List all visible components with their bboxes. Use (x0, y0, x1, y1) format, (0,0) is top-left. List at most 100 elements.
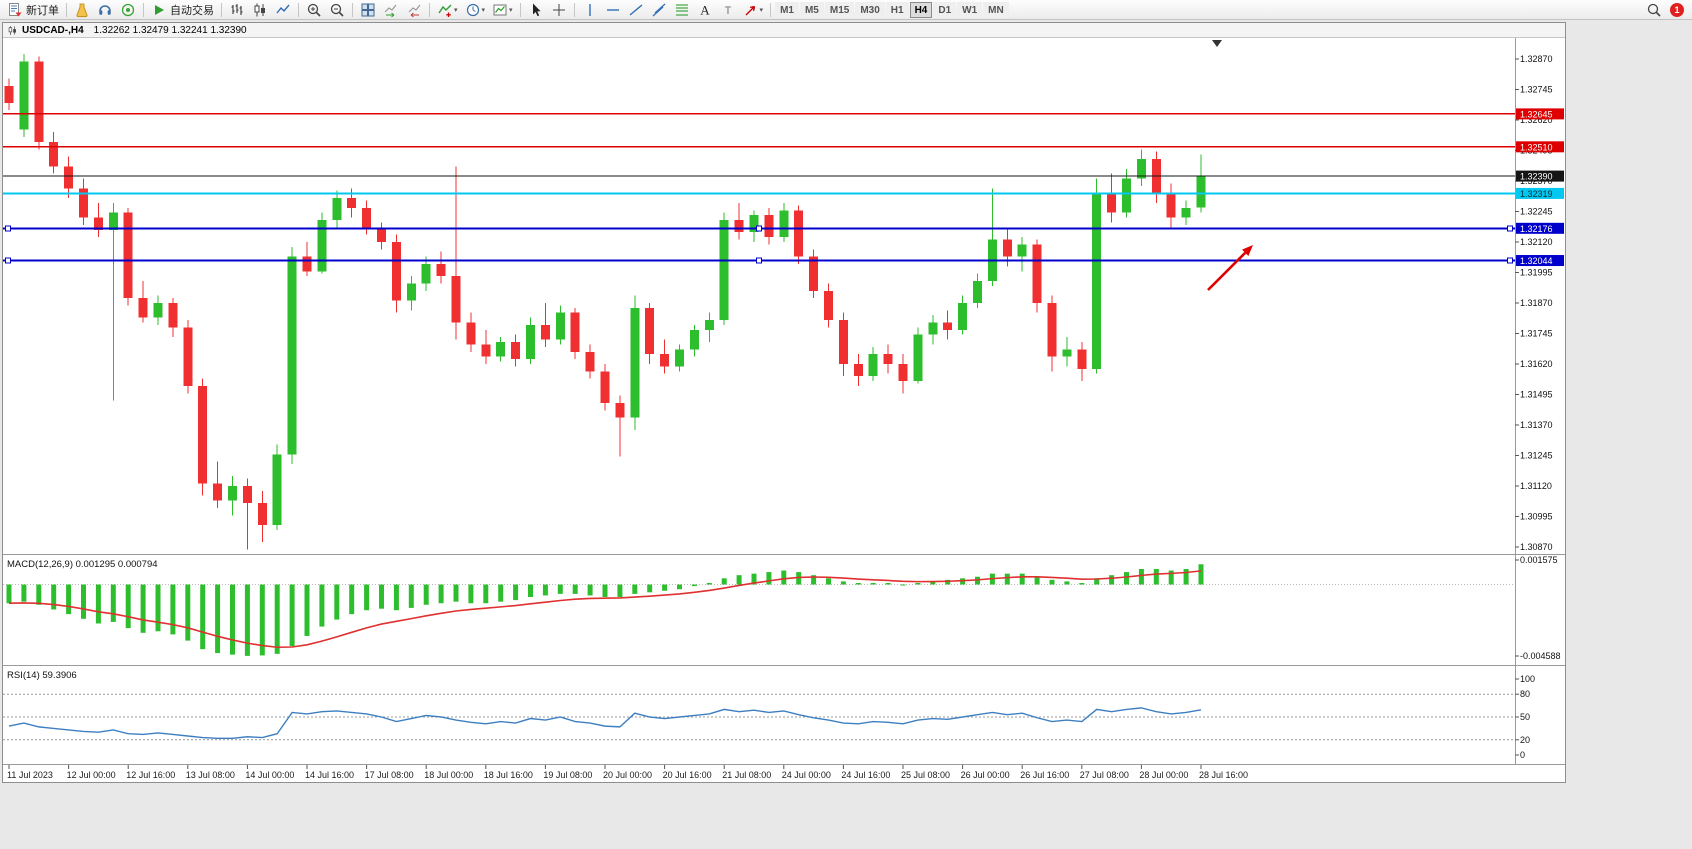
label-button[interactable]: T (717, 1, 739, 19)
line-chart-button[interactable] (272, 1, 294, 19)
cursor-icon (528, 2, 544, 18)
svg-text:80: 80 (1520, 689, 1530, 699)
svg-text:1.31995: 1.31995 (1520, 267, 1553, 277)
tile-windows-button[interactable] (357, 1, 379, 19)
autotrading-button[interactable]: 自动交易 (148, 1, 217, 19)
main-toolbar: 新订单 自动交易 ▾ ▾ ▾ A T ▾ M1 M5 M15 M30 H1 H4 D1 W1 MN 1 (0, 0, 1692, 20)
notification-badge[interactable]: 1 (1670, 2, 1684, 17)
fibonacci-button[interactable] (671, 1, 693, 19)
shift-chart-button[interactable] (403, 1, 425, 19)
timeframe-mn[interactable]: MN (983, 1, 1009, 18)
dropdown-caret-icon: ▾ (454, 6, 458, 14)
indicators-button[interactable]: ▾ (434, 1, 461, 19)
flask-button[interactable] (71, 1, 93, 19)
timeframe-m1[interactable]: M1 (775, 1, 799, 18)
chart-titlebar[interactable]: USDCAD-,H4 1.32262 1.32479 1.32241 1.323… (3, 23, 1565, 38)
cursor-button[interactable] (525, 1, 547, 19)
text-button[interactable]: A (694, 1, 716, 19)
window-group (357, 1, 425, 19)
connect-group (71, 1, 139, 19)
annotations[interactable] (1207, 40, 1253, 291)
svg-text:1.31245: 1.31245 (1520, 450, 1553, 460)
svg-text:0.001575: 0.001575 (1520, 555, 1558, 565)
toolbar-separator (519, 2, 521, 17)
scroll-chart-icon (383, 2, 399, 18)
fibonacci-icon (674, 2, 690, 18)
timeframe-h4[interactable]: H4 (909, 1, 933, 18)
svg-text:1.32510: 1.32510 (1520, 142, 1553, 152)
price-axis[interactable]: 1.328701.327451.326201.324951.323701.322… (1515, 54, 1564, 552)
toolbar-icon-groups: ▾ ▾ ▾ A T ▾ (218, 1, 766, 19)
timeframe-m30[interactable]: M30 (855, 1, 885, 18)
macd-pane[interactable]: MACD(12,26,9) 0.001295 0.000794 0.001575 -… (3, 555, 1561, 661)
svg-text:1.31870: 1.31870 (1520, 298, 1553, 308)
svg-text:100: 100 (1520, 674, 1535, 684)
text-icon: A (697, 2, 713, 18)
timeframe-m5[interactable]: M5 (799, 1, 824, 18)
svg-text:1.31495: 1.31495 (1520, 389, 1553, 399)
svg-text:1.31370: 1.31370 (1520, 420, 1553, 430)
candlestick-button[interactable] (249, 1, 271, 19)
svg-text:T: T (724, 5, 731, 17)
arrow-tool-button[interactable]: ▾ (740, 1, 767, 19)
label-icon: T (720, 2, 736, 18)
metaquotes-button[interactable] (117, 1, 139, 19)
main-pane[interactable] (4, 54, 1206, 550)
svg-text:14 Jul 00:00: 14 Jul 00:00 (245, 770, 294, 780)
timeframe-d1[interactable]: D1 (933, 1, 957, 18)
zoom-out-icon (329, 2, 345, 18)
toolbar-separator (143, 2, 144, 17)
dropdown-caret-icon: ▾ (509, 6, 513, 14)
toolbar-separator (66, 2, 67, 17)
pointer-group (525, 1, 570, 19)
svg-text:1.32645: 1.32645 (1520, 109, 1553, 119)
channel-button[interactable] (648, 1, 670, 19)
bar-chart-button[interactable] (226, 1, 248, 19)
time-axis[interactable]: 11 Jul 2023 12 Jul 00:00 12 Jul 16:00 13 Ju… (7, 765, 1248, 780)
timeframe-h1[interactable]: H1 (885, 1, 909, 18)
svg-text:MACD(12,26,9) 0.001295 0.00079: MACD(12,26,9) 0.001295 0.000794 (7, 559, 158, 570)
svg-text:18 Jul 00:00: 18 Jul 00:00 (424, 770, 473, 780)
svg-text:14 Jul 16:00: 14 Jul 16:00 (305, 770, 354, 780)
pane-separators (3, 38, 1565, 765)
timeframe-m15[interactable]: M15 (824, 1, 855, 18)
periods-button[interactable]: ▾ (462, 1, 489, 19)
rsi-pane[interactable]: RSI(14) 59.3906 100 80 50 20 0 (3, 670, 1535, 760)
toolbar-separator (573, 2, 575, 17)
svg-text:1.30870: 1.30870 (1520, 542, 1553, 552)
rsi-line (8, 707, 1202, 739)
chart-canvas[interactable]: 1.328701.327451.326201.324951.323701.322… (3, 38, 1565, 782)
svg-text:1.32620: 1.32620 (1520, 115, 1553, 125)
new-order-button[interactable]: 新订单 (4, 1, 62, 19)
objects-group: A T ▾ (579, 1, 767, 19)
vline-button[interactable] (579, 1, 601, 19)
autotrading-label: 自动交易 (170, 4, 214, 17)
svg-text:1.31745: 1.31745 (1520, 328, 1553, 338)
scroll-chart-button[interactable] (380, 1, 402, 19)
svg-text:1.32319: 1.32319 (1520, 189, 1553, 199)
trendline-button[interactable] (625, 1, 647, 19)
toolbar-separator (221, 2, 222, 17)
periods-icon (465, 2, 481, 18)
svg-text:27 Jul 08:00: 27 Jul 08:00 (1080, 770, 1129, 780)
svg-text:20 Jul 16:00: 20 Jul 16:00 (663, 770, 712, 780)
toolbar-separator (429, 2, 430, 17)
svg-text:20 Jul 00:00: 20 Jul 00:00 (603, 770, 652, 780)
toolbar-separator (352, 2, 353, 17)
horizontal-lines[interactable] (3, 113, 1515, 264)
timeframe-w1[interactable]: W1 (957, 1, 983, 18)
headset-button[interactable] (94, 1, 116, 19)
zoom-in-button[interactable] (303, 1, 325, 19)
svg-text:13 Jul 08:00: 13 Jul 08:00 (186, 770, 235, 780)
templates-button[interactable]: ▾ (489, 1, 516, 19)
search-button[interactable] (1643, 1, 1665, 19)
hline-button[interactable] (602, 1, 624, 19)
crosshair-button[interactable] (548, 1, 570, 19)
svg-text:1.32870: 1.32870 (1520, 54, 1553, 64)
svg-text:1.31120: 1.31120 (1520, 481, 1552, 491)
chart-title: USDCAD-,H4 (22, 24, 84, 36)
zoom-out-button[interactable] (326, 1, 348, 19)
svg-text:19 Jul 08:00: 19 Jul 08:00 (543, 770, 592, 780)
svg-text:26 Jul 16:00: 26 Jul 16:00 (1020, 770, 1069, 780)
